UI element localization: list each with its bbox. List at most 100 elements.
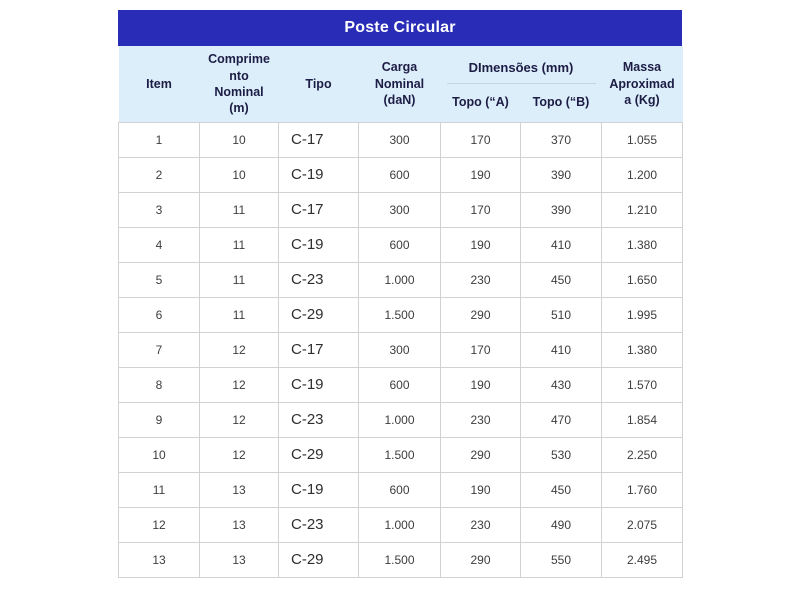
cell-comprimento: 11: [199, 261, 279, 298]
cell-item: 5: [118, 261, 200, 298]
column-header-comprimento: Comprimento Nominal (m): [199, 46, 279, 122]
cell-comprimento: 12: [199, 436, 279, 473]
table-row: 3 11 C-17 300 170 390 1.210: [118, 191, 683, 228]
cell-massa: 2.075: [601, 506, 683, 543]
cell-tipo: C-17: [278, 121, 359, 158]
cell-tipo: C-19: [278, 226, 359, 263]
cell-carga: 300: [358, 191, 441, 228]
cell-item: 10: [118, 436, 200, 473]
cell-item: 11: [118, 471, 200, 508]
cell-carga: 300: [358, 331, 441, 368]
cell-massa: 2.495: [601, 541, 683, 578]
table-header: Item Comprimento Nominal (m) Tipo Carga …: [118, 46, 683, 122]
cell-item: 4: [118, 226, 200, 263]
cell-tipo: C-19: [278, 156, 359, 193]
cell-item: 9: [118, 401, 200, 438]
cell-topo-b: 450: [520, 471, 602, 508]
cell-topo-b: 410: [520, 331, 602, 368]
cell-topo-b: 450: [520, 261, 602, 298]
cell-carga: 1.000: [358, 401, 441, 438]
cell-massa: 1.200: [601, 156, 683, 193]
cell-tipo: C-19: [278, 471, 359, 508]
column-header-massa: Massa Aproximada (Kg): [601, 46, 683, 122]
column-header-carga: Carga Nominal (daN): [358, 46, 441, 122]
cell-topo-a: 190: [440, 226, 521, 263]
cell-topo-a: 170: [440, 121, 521, 158]
table-title: Poste Circular: [344, 19, 456, 36]
cell-topo-a: 290: [440, 296, 521, 333]
cell-item: 2: [118, 156, 200, 193]
cell-comprimento: 12: [199, 401, 279, 438]
table-row: 4 11 C-19 600 190 410 1.380: [118, 226, 683, 263]
poste-circular-table: Poste Circular Item Comprimento Nominal …: [118, 10, 683, 578]
table-body: 1 10 C-17 300 170 370 1.055 2 10 C-19 60…: [118, 121, 683, 578]
cell-item: 8: [118, 366, 200, 403]
cell-item: 6: [118, 296, 200, 333]
cell-tipo: C-23: [278, 401, 359, 438]
cell-comprimento: 10: [199, 156, 279, 193]
cell-topo-a: 170: [440, 331, 521, 368]
cell-topo-a: 290: [440, 541, 521, 578]
cell-tipo: C-29: [278, 436, 359, 473]
cell-carga: 600: [358, 471, 441, 508]
cell-topo-b: 390: [520, 191, 602, 228]
cell-massa: 1.210: [601, 191, 683, 228]
cell-topo-b: 390: [520, 156, 602, 193]
cell-massa: 1.854: [601, 401, 683, 438]
table-row: 11 13 C-19 600 190 450 1.760: [118, 471, 683, 508]
cell-topo-a: 230: [440, 401, 521, 438]
cell-topo-a: 230: [440, 261, 521, 298]
spec-table: Item Comprimento Nominal (m) Tipo Carga …: [118, 46, 683, 578]
table-row: 9 12 C-23 1.000 230 470 1.854: [118, 401, 683, 438]
column-header-dimensoes: DImensões (mm): [440, 46, 602, 84]
cell-item: 7: [118, 331, 200, 368]
table-row: 12 13 C-23 1.000 230 490 2.075: [118, 506, 683, 543]
cell-topo-b: 430: [520, 366, 602, 403]
table-row: 1 10 C-17 300 170 370 1.055: [118, 121, 683, 158]
cell-tipo: C-29: [278, 296, 359, 333]
cell-massa: 1.650: [601, 261, 683, 298]
cell-topo-a: 190: [440, 156, 521, 193]
cell-carga: 1.500: [358, 296, 441, 333]
cell-topo-b: 370: [520, 121, 602, 158]
cell-carga: 1.000: [358, 261, 441, 298]
cell-topo-b: 410: [520, 226, 602, 263]
cell-item: 13: [118, 541, 200, 578]
cell-item: 12: [118, 506, 200, 543]
cell-carga: 300: [358, 121, 441, 158]
cell-carga: 600: [358, 226, 441, 263]
cell-comprimento: 13: [199, 541, 279, 578]
cell-carga: 600: [358, 156, 441, 193]
cell-tipo: C-17: [278, 331, 359, 368]
cell-topo-b: 470: [520, 401, 602, 438]
cell-item: 3: [118, 191, 200, 228]
cell-carga: 600: [358, 366, 441, 403]
cell-comprimento: 13: [199, 506, 279, 543]
cell-carga: 1.500: [358, 436, 441, 473]
table-row: 13 13 C-29 1.500 290 550 2.495: [118, 541, 683, 578]
cell-massa: 1.570: [601, 366, 683, 403]
cell-topo-a: 170: [440, 191, 521, 228]
cell-comprimento: 10: [199, 121, 279, 158]
cell-topo-b: 530: [520, 436, 602, 473]
cell-tipo: C-29: [278, 541, 359, 578]
cell-massa: 1.055: [601, 121, 683, 158]
column-header-topo-b: Topo (“B): [520, 84, 602, 122]
table-row: 10 12 C-29 1.500 290 530 2.250: [118, 436, 683, 473]
cell-comprimento: 13: [199, 471, 279, 508]
cell-tipo: C-23: [278, 261, 359, 298]
table-row: 2 10 C-19 600 190 390 1.200: [118, 156, 683, 193]
table-row: 6 11 C-29 1.500 290 510 1.995: [118, 296, 683, 333]
dimensoes-divider-line: [446, 83, 596, 84]
cell-comprimento: 11: [199, 226, 279, 263]
cell-massa: 1.995: [601, 296, 683, 333]
cell-carga: 1.000: [358, 506, 441, 543]
column-header-item: Item: [118, 46, 200, 122]
cell-topo-a: 190: [440, 471, 521, 508]
dimensoes-label: DImensões (mm): [468, 60, 574, 76]
cell-topo-a: 290: [440, 436, 521, 473]
cell-tipo: C-19: [278, 366, 359, 403]
cell-carga: 1.500: [358, 541, 441, 578]
table-row: 5 11 C-23 1.000 230 450 1.650: [118, 261, 683, 298]
